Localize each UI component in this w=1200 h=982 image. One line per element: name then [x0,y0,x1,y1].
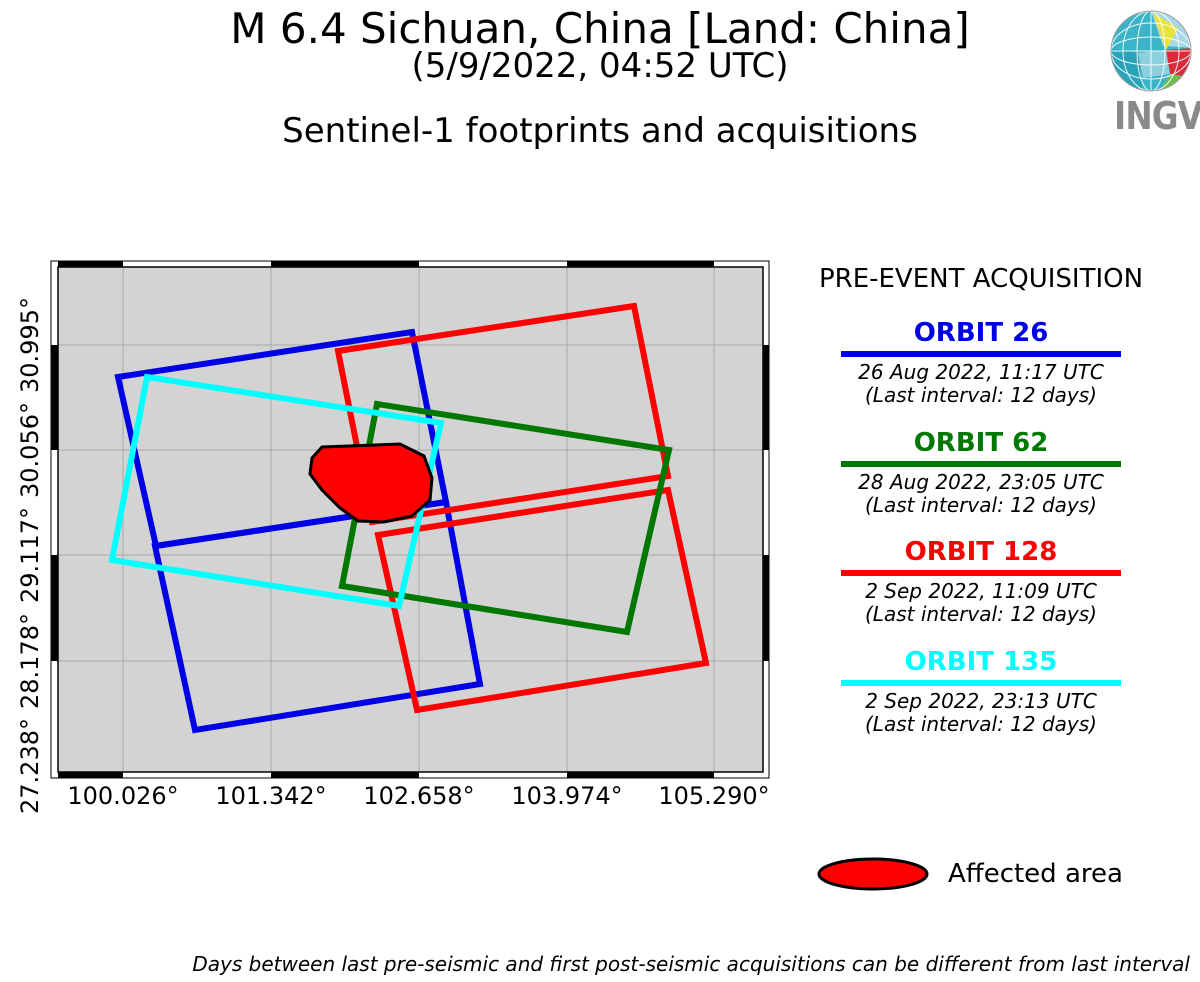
orbit-line-swatch [841,570,1121,576]
y-axis-labels: 27.238° 28.178° 29.117° 30.056° 30.995° [16,297,44,814]
affected-area-legend: Affected area [816,856,1156,892]
orbit-line-swatch [841,461,1121,467]
y-tick-label: 30.056° [16,402,44,498]
footnote: Days between last pre-seismic and first … [192,952,1190,976]
globe-icon [1110,10,1192,92]
orbit-interval: (Last interval: 12 days) [865,383,1097,407]
orbit-interval: (Last interval: 12 days) [865,712,1097,736]
page-title: M 6.4 Sichuan, China [Land: China] [230,4,970,53]
orbit-62-footprint [338,400,673,636]
orbit-date: 2 Sep 2022, 11:09 UTC [865,579,1097,603]
x-tick-label: 101.342° [215,782,326,810]
orbit-label: ORBIT 62 [913,428,1049,458]
x-tick-label: 105.290° [658,782,769,810]
map-heading: Sentinel-1 footprints and acquisitions [282,111,918,151]
frame-segment [567,261,714,267]
frame-segment [271,772,419,778]
footprint-map: 100.026° 101.342° 102.658° 103.974° 105.… [16,260,770,814]
footprints [108,302,710,734]
pre-event-heading: PRE-EVENT ACQUISITION [818,264,1144,294]
orbit-135-footprint [108,373,445,610]
x-axis-labels: 100.026° 101.342° 102.658° 103.974° 105.… [67,782,769,810]
y-tick-label: 27.238° [16,718,44,814]
legend-orbit-135: ORBIT 135 2 Sep 2022, 23:13 UTC (Last in… [810,647,1152,736]
orbit-128-footprint-south [374,486,710,714]
orbit-interval: (Last interval: 12 days) [865,493,1097,517]
frame-segment [763,555,769,661]
orbit-date: 28 Aug 2022, 23:05 UTC [858,470,1104,494]
y-tick-label: 30.995° [16,297,44,393]
legend-orbit-128: ORBIT 128 2 Sep 2022, 11:09 UTC (Last in… [810,537,1152,626]
frame-segment [567,772,714,778]
frame-segment [58,772,123,778]
orbit-label: ORBIT 135 [904,647,1058,677]
legend-orbit-62: ORBIT 62 28 Aug 2022, 23:05 UTC (Last in… [810,428,1152,517]
affected-area-label: Affected area [948,859,1123,889]
orbit-date: 26 Aug 2022, 11:17 UTC [858,360,1104,384]
orbit-interval: (Last interval: 12 days) [865,602,1097,626]
frame-segment [51,555,58,661]
affected-area [308,442,434,524]
orbit-date: 2 Sep 2022, 23:13 UTC [865,689,1097,713]
x-tick-label: 102.658° [363,782,474,810]
y-tick-label: 29.117° [16,507,44,603]
ingv-logo: INGV [1108,8,1200,148]
event-datetime: (5/9/2022, 04:52 UTC) [411,46,789,86]
frame-ticks [51,261,769,778]
logo-text: INGV [1114,94,1200,138]
frame-segment [763,345,769,450]
frame-segment [51,345,58,450]
orbit-label: ORBIT 26 [913,318,1049,348]
orbit-line-swatch [841,351,1121,357]
legend-orbit-26: ORBIT 26 26 Aug 2022, 11:17 UTC (Last in… [810,318,1152,407]
orbit-line-swatch [841,680,1121,686]
affected-area-swatch [817,857,929,891]
frame-segment [58,261,123,267]
x-tick-label: 103.974° [511,782,622,810]
orbit-label: ORBIT 128 [904,537,1058,567]
frame-segment [271,261,419,267]
orbit-26-footprint-south [151,498,484,734]
x-tick-label: 100.026° [67,782,178,810]
y-tick-label: 28.178° [16,613,44,709]
